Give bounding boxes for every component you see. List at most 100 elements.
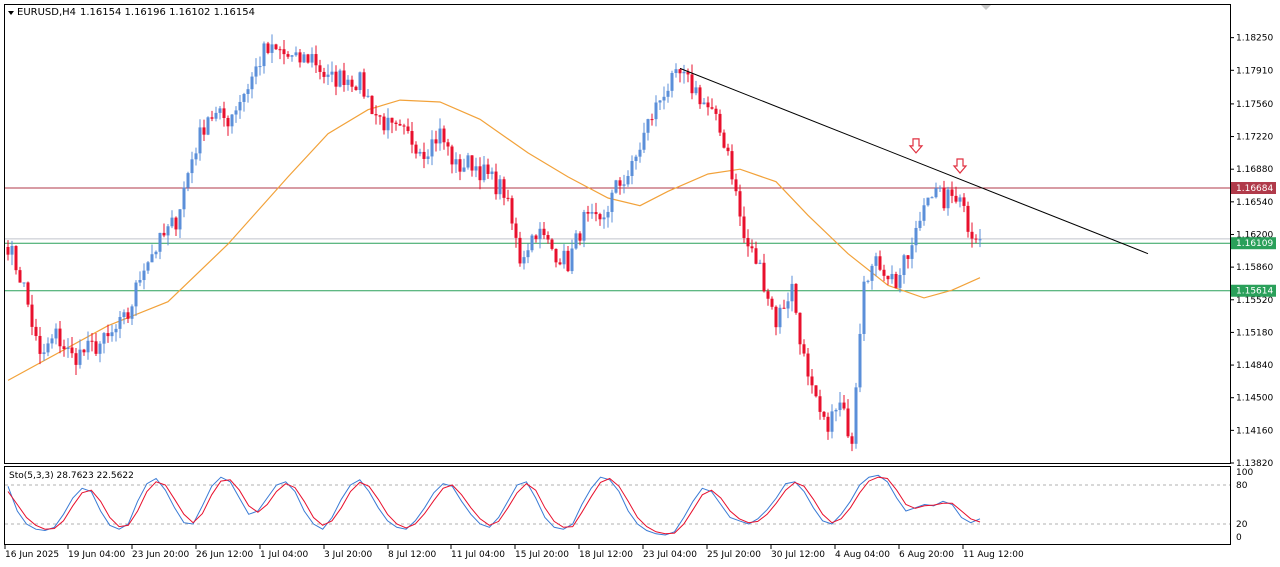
candle <box>554 248 558 268</box>
candle <box>174 216 178 237</box>
candle <box>98 341 102 363</box>
time-tick-label: 3 Jul 20:00 <box>324 550 373 560</box>
candle <box>734 173 738 196</box>
candle <box>158 232 162 260</box>
candle <box>566 246 570 273</box>
time-tick-label: 25 Jul 20:00 <box>707 550 761 560</box>
candle <box>230 113 234 134</box>
candle <box>194 147 198 166</box>
candle <box>386 108 390 139</box>
candle <box>910 237 914 269</box>
candle <box>466 152 470 170</box>
candle <box>490 167 494 180</box>
candle <box>126 307 130 323</box>
candle <box>22 282 26 287</box>
candle <box>482 155 486 183</box>
candle <box>6 240 10 261</box>
candle <box>358 71 362 94</box>
time-tick-label: 4 Aug 04:00 <box>835 550 890 560</box>
stochastic-tick-label: 0 <box>1236 533 1242 543</box>
candle <box>422 142 426 169</box>
candle <box>558 258 562 266</box>
candle <box>34 318 38 341</box>
candle <box>518 231 522 267</box>
candle <box>794 283 798 315</box>
candle <box>346 75 350 91</box>
candle <box>426 149 430 165</box>
candle <box>378 114 382 125</box>
candle <box>414 141 418 159</box>
candle <box>462 158 466 173</box>
candle <box>586 205 590 222</box>
candle <box>138 271 142 287</box>
candle <box>546 231 550 244</box>
trendline-group[interactable] <box>679 67 1149 255</box>
candle <box>458 154 462 181</box>
candle <box>610 189 614 223</box>
candle <box>70 337 74 358</box>
candle <box>870 263 874 290</box>
candle <box>258 56 262 76</box>
candle <box>778 304 782 334</box>
candle <box>206 116 210 136</box>
moving-average-line <box>7 99 981 381</box>
price-tick-label: 1.17220 <box>1236 133 1273 143</box>
candle <box>790 275 794 312</box>
candle <box>282 40 286 65</box>
candle <box>370 95 374 115</box>
time-tick-label: 1 Jul 04:00 <box>260 550 309 560</box>
candle <box>494 163 498 200</box>
candle <box>626 170 630 187</box>
candle <box>826 412 830 440</box>
candle <box>306 53 310 64</box>
candle <box>454 152 458 174</box>
candle <box>886 275 890 285</box>
candle <box>154 250 158 259</box>
ma-line <box>7 99 981 381</box>
candle <box>762 253 766 293</box>
candle <box>354 85 358 91</box>
trendline[interactable] <box>679 67 1149 255</box>
candle <box>822 410 826 420</box>
candle <box>402 123 406 135</box>
candle <box>146 261 150 274</box>
horizontal-levels <box>5 187 1230 292</box>
candle <box>142 263 146 290</box>
candle <box>638 142 642 163</box>
candle <box>262 41 266 74</box>
price-tick-label: 1.14840 <box>1236 361 1273 371</box>
candle <box>658 100 662 110</box>
candle <box>478 157 482 190</box>
candle <box>634 154 638 170</box>
down-arrow-icon <box>908 138 924 154</box>
candle <box>938 185 942 192</box>
candle <box>234 106 238 123</box>
candle <box>474 157 478 178</box>
candle <box>438 118 442 151</box>
candle <box>774 305 778 336</box>
candle <box>646 118 650 141</box>
time-tick-label: 23 Jul 04:00 <box>643 550 697 560</box>
candle <box>670 70 674 98</box>
candle <box>38 326 42 365</box>
candle <box>746 229 750 257</box>
candle <box>550 238 554 251</box>
candle <box>694 80 698 96</box>
candle <box>930 196 934 199</box>
candle <box>850 432 854 452</box>
candle <box>162 223 166 238</box>
candle <box>114 324 118 342</box>
candle <box>738 184 742 226</box>
candle <box>102 331 106 354</box>
candle <box>970 222 974 248</box>
candle <box>390 117 394 134</box>
candle <box>318 59 322 80</box>
main-price-panel[interactable] <box>4 4 1231 464</box>
collapse-triangle-icon[interactable] <box>8 11 14 15</box>
price-tick-label: 1.15860 <box>1236 263 1273 273</box>
candle <box>302 51 306 63</box>
candle <box>710 98 714 110</box>
stochastic-panel[interactable] <box>4 466 1231 545</box>
candle <box>374 105 378 125</box>
